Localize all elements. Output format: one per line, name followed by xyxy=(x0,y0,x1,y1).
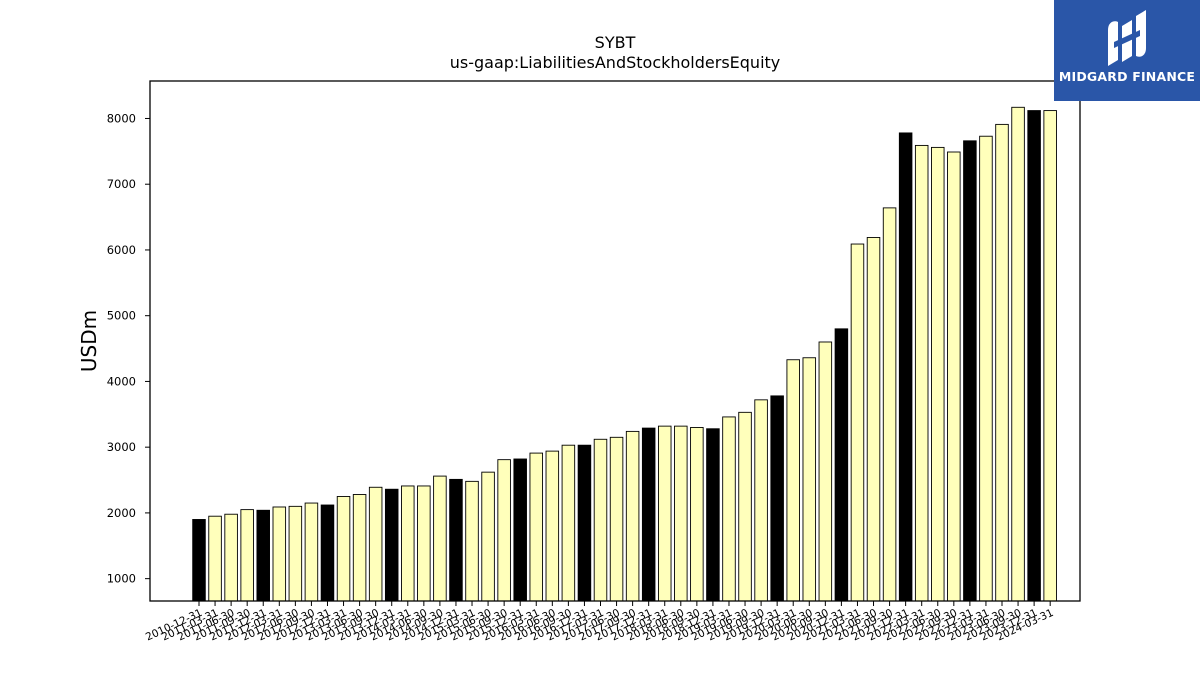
y-tick-label: 6000 xyxy=(107,243,136,257)
bar xyxy=(577,444,592,602)
y-tick-label: 1000 xyxy=(107,572,136,586)
bar xyxy=(561,444,576,602)
bar xyxy=(352,494,367,602)
bar xyxy=(449,478,463,602)
bar xyxy=(593,438,608,602)
bar xyxy=(818,341,833,602)
bar xyxy=(722,416,736,602)
chart-title: SYBT xyxy=(595,33,636,52)
bar xyxy=(368,486,383,602)
bar xyxy=(256,509,270,602)
bar xyxy=(995,123,1009,602)
bar xyxy=(979,135,993,602)
bar xyxy=(320,504,335,602)
y-tick-label: 7000 xyxy=(107,177,136,191)
y-axis-ticks: 1000 2000 3000 4000 5000 6000 7000 8000 xyxy=(107,111,150,586)
y-tick-label: 3000 xyxy=(107,440,136,454)
bar xyxy=(770,395,784,602)
bar xyxy=(384,488,399,602)
bar xyxy=(609,436,624,602)
bar xyxy=(497,459,511,602)
brand-logo: MIDGARD FINANCE xyxy=(1054,0,1200,101)
bar xyxy=(545,450,560,602)
bar xyxy=(850,243,865,602)
midgard-logo-icon xyxy=(1108,10,1146,66)
bar xyxy=(657,425,672,602)
bar xyxy=(1043,110,1057,602)
bar xyxy=(947,151,961,602)
plot-frame xyxy=(149,80,1081,602)
bar xyxy=(882,207,897,602)
chart-subtitle: us-gaap:LiabilitiesAndStockholdersEquity xyxy=(450,53,781,72)
bar xyxy=(963,140,977,602)
bar xyxy=(401,485,415,602)
bar xyxy=(706,428,720,602)
x-axis-ticks: 2010-12-312011-03-312011-06-302011-09-30… xyxy=(144,601,1055,644)
bar xyxy=(240,509,254,602)
bar xyxy=(481,471,495,602)
bar xyxy=(931,146,945,602)
bar xyxy=(513,458,527,602)
y-tick-label: 4000 xyxy=(107,374,136,388)
bar xyxy=(417,485,431,602)
y-tick-label: 8000 xyxy=(107,111,136,125)
y-tick-label: 2000 xyxy=(107,506,136,520)
bar xyxy=(272,506,287,602)
bar xyxy=(754,399,768,602)
bar xyxy=(192,519,206,602)
bar xyxy=(786,359,800,602)
bar xyxy=(1011,106,1025,602)
bar xyxy=(336,496,351,602)
bar xyxy=(641,427,656,602)
bar-series xyxy=(192,106,1057,602)
bar xyxy=(208,515,222,602)
bar xyxy=(802,357,817,602)
bar xyxy=(224,513,238,602)
bar xyxy=(914,144,929,602)
bar xyxy=(1027,110,1041,602)
bar xyxy=(898,132,913,602)
bar xyxy=(625,430,640,602)
bar xyxy=(433,475,447,602)
bar xyxy=(674,425,688,602)
bar xyxy=(738,411,752,602)
bar xyxy=(866,237,881,602)
bar xyxy=(288,505,303,602)
bar xyxy=(834,328,849,602)
y-axis-label: USDm xyxy=(77,310,101,372)
bar xyxy=(690,427,704,602)
bar xyxy=(465,480,479,602)
bar xyxy=(304,502,319,602)
y-tick-label: 5000 xyxy=(107,309,136,323)
bar xyxy=(529,452,544,602)
brand-name: MIDGARD FINANCE xyxy=(1058,69,1196,84)
